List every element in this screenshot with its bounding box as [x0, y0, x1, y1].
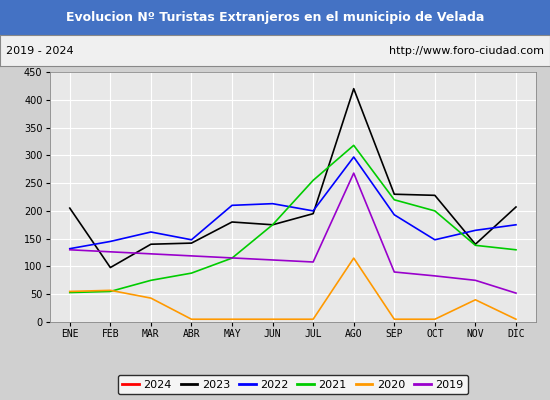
Text: Evolucion Nº Turistas Extranjeros en el municipio de Velada: Evolucion Nº Turistas Extranjeros en el … [66, 11, 484, 24]
Text: http://www.foro-ciudad.com: http://www.foro-ciudad.com [389, 46, 544, 56]
Legend: 2024, 2023, 2022, 2021, 2020, 2019: 2024, 2023, 2022, 2021, 2020, 2019 [118, 375, 468, 394]
Text: 2019 - 2024: 2019 - 2024 [6, 46, 73, 56]
